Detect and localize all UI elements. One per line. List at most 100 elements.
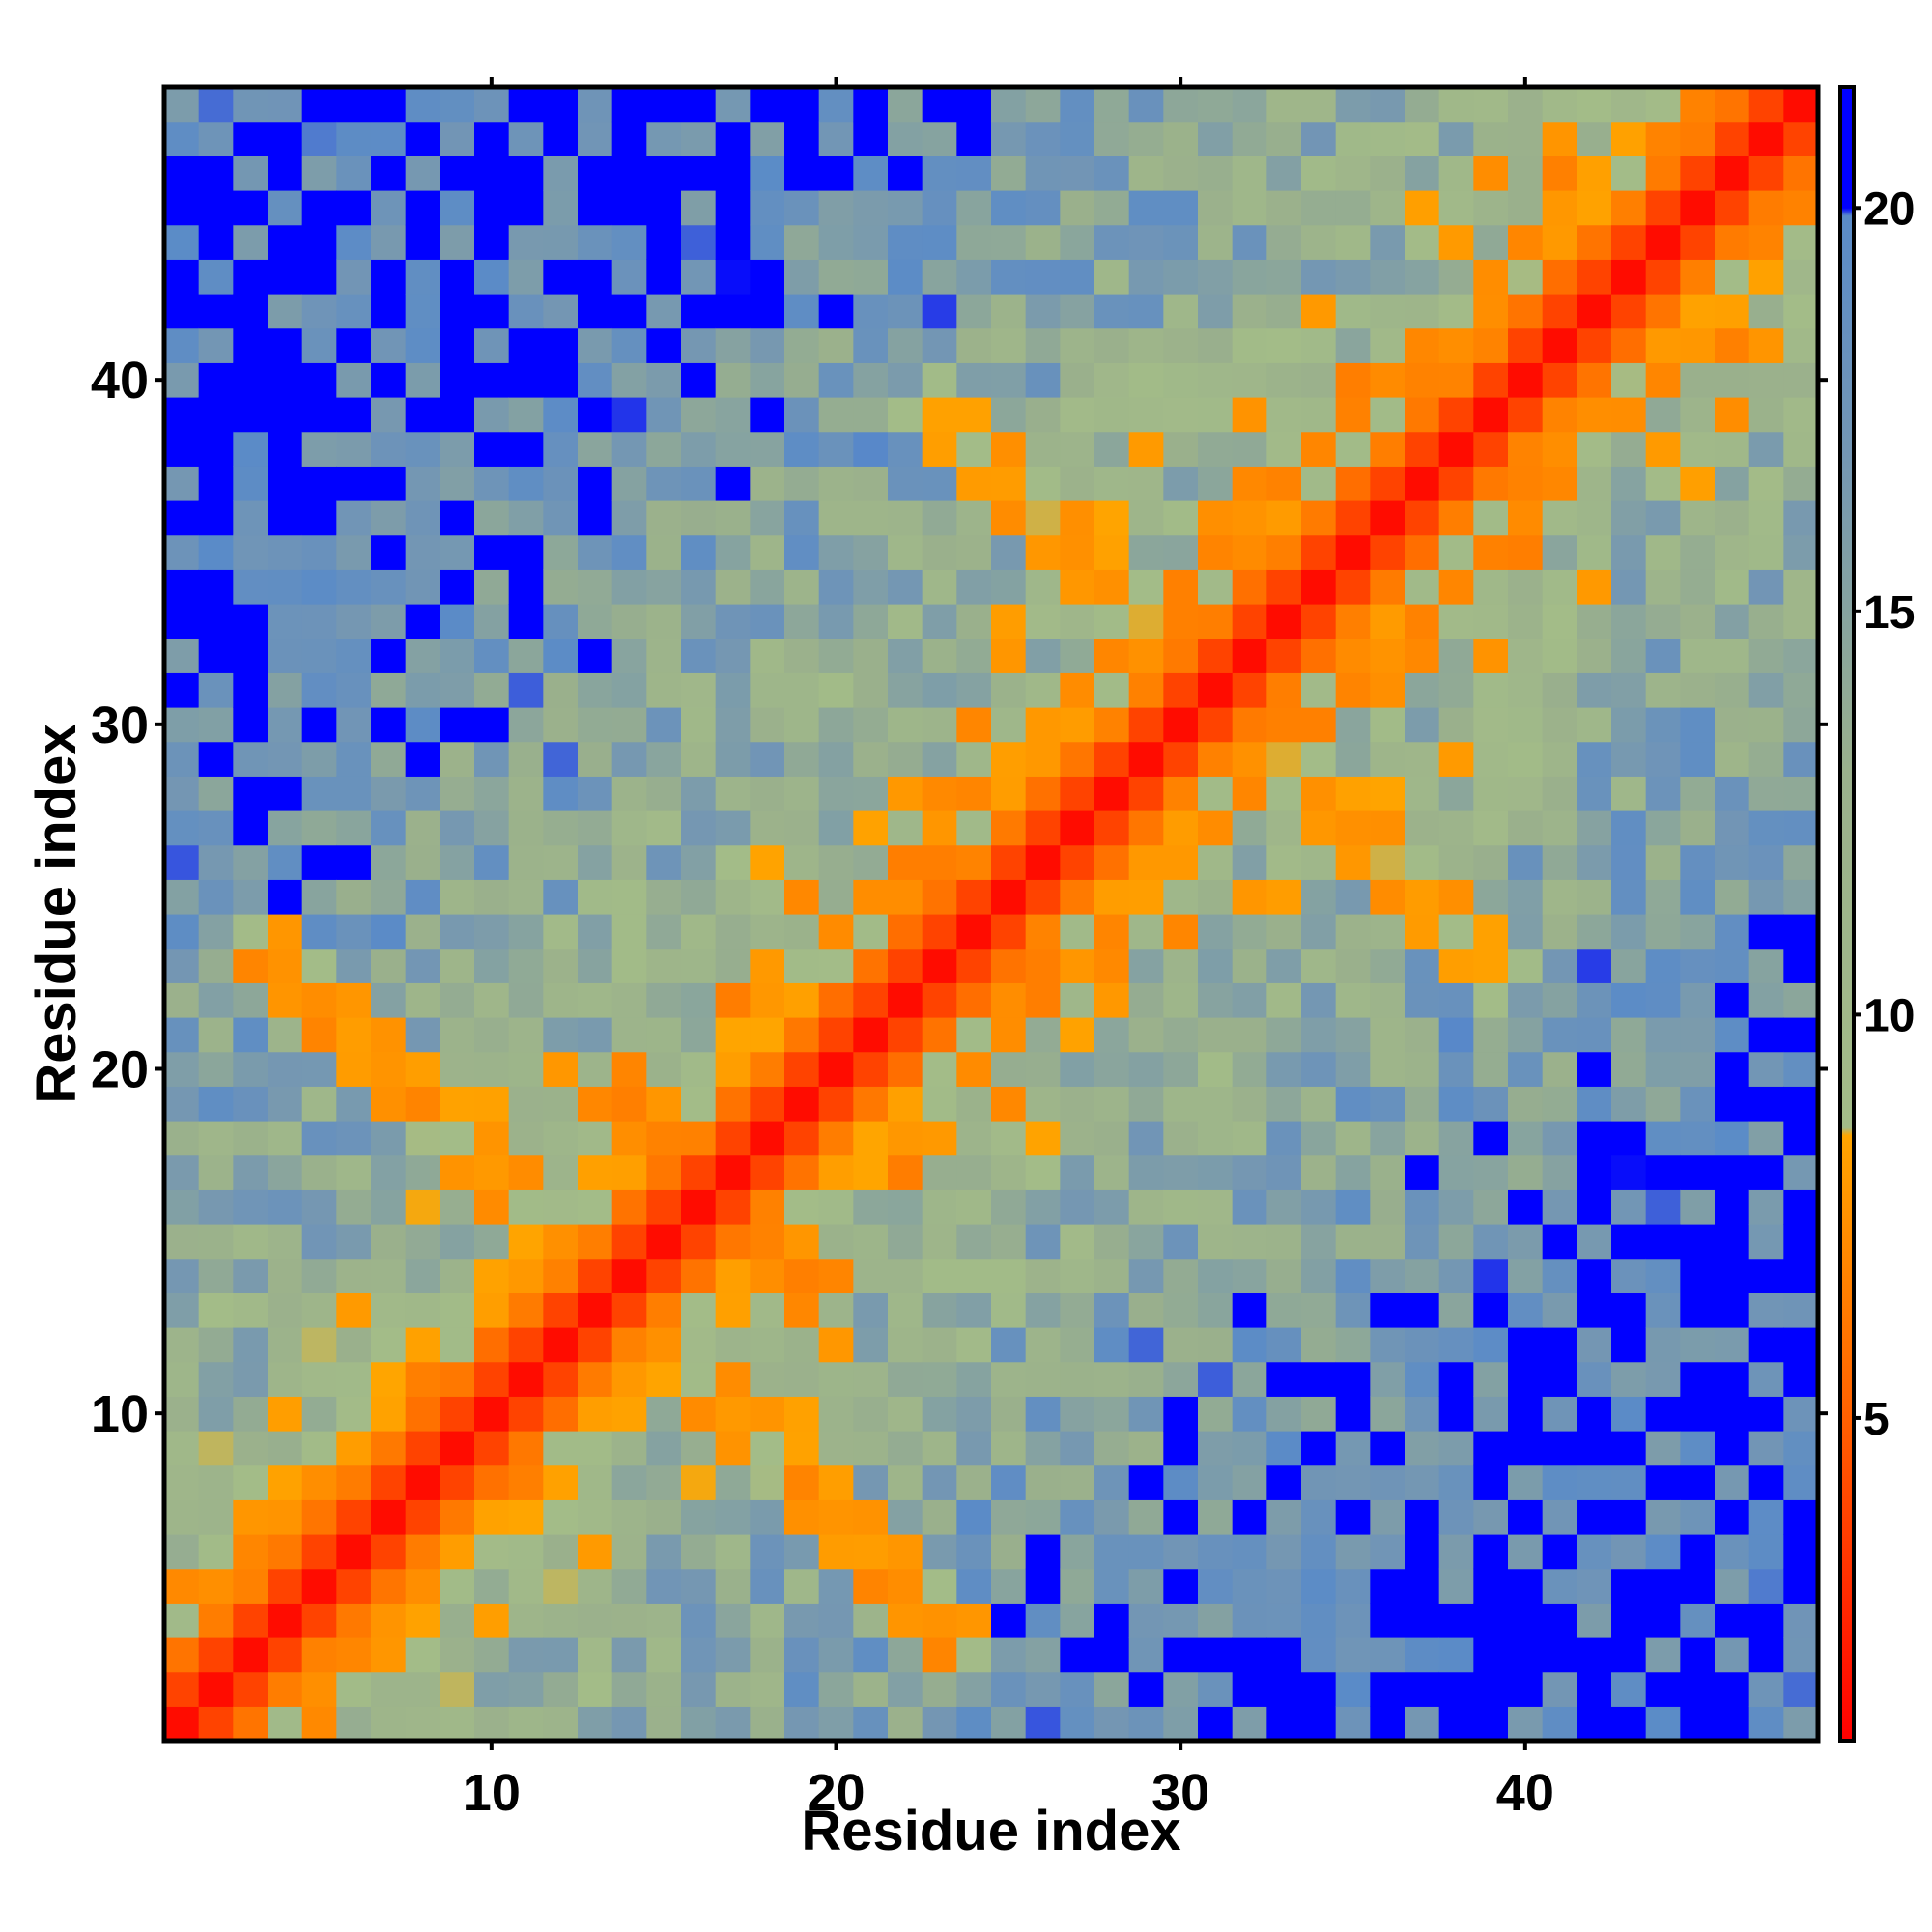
heatmap-cell xyxy=(1128,156,1164,191)
heatmap-cell xyxy=(956,776,992,811)
heatmap-cell xyxy=(543,1154,579,1190)
heatmap-cell xyxy=(371,87,407,123)
heatmap-cell xyxy=(1715,1017,1750,1053)
heatmap-cell xyxy=(1266,982,1302,1018)
heatmap-cell xyxy=(956,1121,992,1156)
heatmap-cell xyxy=(1645,1396,1681,1432)
heatmap-cell xyxy=(164,534,200,570)
heatmap-cell xyxy=(440,879,475,915)
heatmap-cell xyxy=(371,1327,407,1363)
heatmap-cell xyxy=(1405,259,1440,295)
heatmap-cell xyxy=(1405,776,1440,811)
heatmap-cell xyxy=(1680,776,1716,811)
heatmap-cell xyxy=(405,1603,440,1638)
heatmap-cell xyxy=(1405,1706,1440,1742)
heatmap-cell xyxy=(1611,776,1647,811)
heatmap-cell xyxy=(1783,844,1819,880)
heatmap-cell xyxy=(611,1671,647,1707)
heatmap-cell xyxy=(784,1224,820,1260)
heatmap-cell xyxy=(233,948,269,983)
heatmap-cell xyxy=(1198,500,1234,536)
heatmap-cell xyxy=(1025,1293,1061,1328)
heatmap-cell xyxy=(991,1603,1027,1638)
heatmap-cell xyxy=(922,1361,957,1397)
heatmap-cell xyxy=(1577,466,1612,501)
heatmap-cell xyxy=(1405,1258,1440,1293)
heatmap-cell xyxy=(1025,776,1061,811)
heatmap-cell xyxy=(405,466,440,501)
heatmap-cell xyxy=(301,1189,337,1225)
heatmap-cell xyxy=(681,1534,717,1570)
heatmap-cell xyxy=(164,1431,200,1466)
heatmap-cell xyxy=(1680,466,1716,501)
heatmap-cell xyxy=(1232,362,1267,398)
heatmap-cell xyxy=(1680,982,1716,1018)
heatmap-cell xyxy=(1645,1464,1681,1500)
heatmap-cell xyxy=(956,466,992,501)
heatmap-cell xyxy=(440,776,475,811)
heatmap-cell xyxy=(1163,1499,1199,1535)
heatmap-cell xyxy=(1645,569,1681,605)
heatmap-cell xyxy=(1198,1499,1234,1535)
heatmap-cell xyxy=(578,1224,613,1260)
heatmap-cell xyxy=(301,1706,337,1742)
heatmap-cell xyxy=(371,1121,407,1156)
heatmap-cell xyxy=(784,1189,820,1225)
heatmap-cell xyxy=(508,121,544,156)
heatmap-cell xyxy=(818,1396,854,1432)
heatmap-cell xyxy=(1266,914,1302,950)
heatmap-cell xyxy=(1542,224,1577,260)
heatmap-cell xyxy=(543,1121,579,1156)
heatmap-cell xyxy=(888,569,923,605)
heatmap-cell xyxy=(853,1568,889,1604)
heatmap-cell xyxy=(888,1431,923,1466)
heatmap-cell xyxy=(818,844,854,880)
heatmap-cell xyxy=(922,1464,957,1500)
heatmap-cell xyxy=(888,1568,923,1604)
heatmap-cell xyxy=(1783,1154,1819,1190)
heatmap-cell xyxy=(1335,1189,1371,1225)
heatmap-cell xyxy=(1128,1224,1164,1260)
heatmap-cell xyxy=(1611,810,1647,846)
heatmap-cell xyxy=(1508,569,1544,605)
heatmap-cell xyxy=(1438,327,1474,363)
heatmap-cell xyxy=(301,1396,337,1432)
heatmap-cell xyxy=(1645,534,1681,570)
heatmap-cell xyxy=(1611,87,1647,123)
heatmap-cell xyxy=(1198,259,1234,295)
heatmap-cell xyxy=(440,1051,475,1087)
heatmap-cell xyxy=(1060,1121,1095,1156)
heatmap-cell xyxy=(1542,569,1577,605)
heatmap-cell xyxy=(715,1051,751,1087)
heatmap-cell xyxy=(956,569,992,605)
heatmap-cell xyxy=(1542,982,1577,1018)
heatmap-cell xyxy=(1748,914,1784,950)
heatmap-cell xyxy=(164,1327,200,1363)
heatmap-cell xyxy=(405,1258,440,1293)
heatmap-cell xyxy=(578,1464,613,1500)
heatmap-cell xyxy=(440,1396,475,1432)
heatmap-cell xyxy=(508,1258,544,1293)
heatmap-cell xyxy=(853,914,889,950)
heatmap-cell xyxy=(1438,638,1474,673)
heatmap-cell xyxy=(543,1293,579,1328)
heatmap-cell xyxy=(1370,1499,1406,1535)
heatmap-cell xyxy=(405,1499,440,1535)
heatmap-cell xyxy=(336,672,372,708)
heatmap-cell xyxy=(1715,224,1750,260)
heatmap-cell xyxy=(543,397,579,433)
heatmap-cell xyxy=(1508,1293,1544,1328)
heatmap-cell xyxy=(715,1706,751,1742)
heatmap-cell xyxy=(1335,1431,1371,1466)
heatmap-cell xyxy=(1128,362,1164,398)
heatmap-cell xyxy=(1094,1224,1130,1260)
heatmap-cell xyxy=(818,156,854,191)
heatmap-cell xyxy=(853,948,889,983)
heatmap-cell xyxy=(1094,397,1130,433)
heatmap-cell xyxy=(956,87,992,123)
heatmap-cell xyxy=(371,224,407,260)
heatmap-cell xyxy=(646,1499,682,1535)
heatmap-cell xyxy=(1748,327,1784,363)
heatmap-cell xyxy=(1645,1499,1681,1535)
heatmap-cell xyxy=(888,1017,923,1053)
